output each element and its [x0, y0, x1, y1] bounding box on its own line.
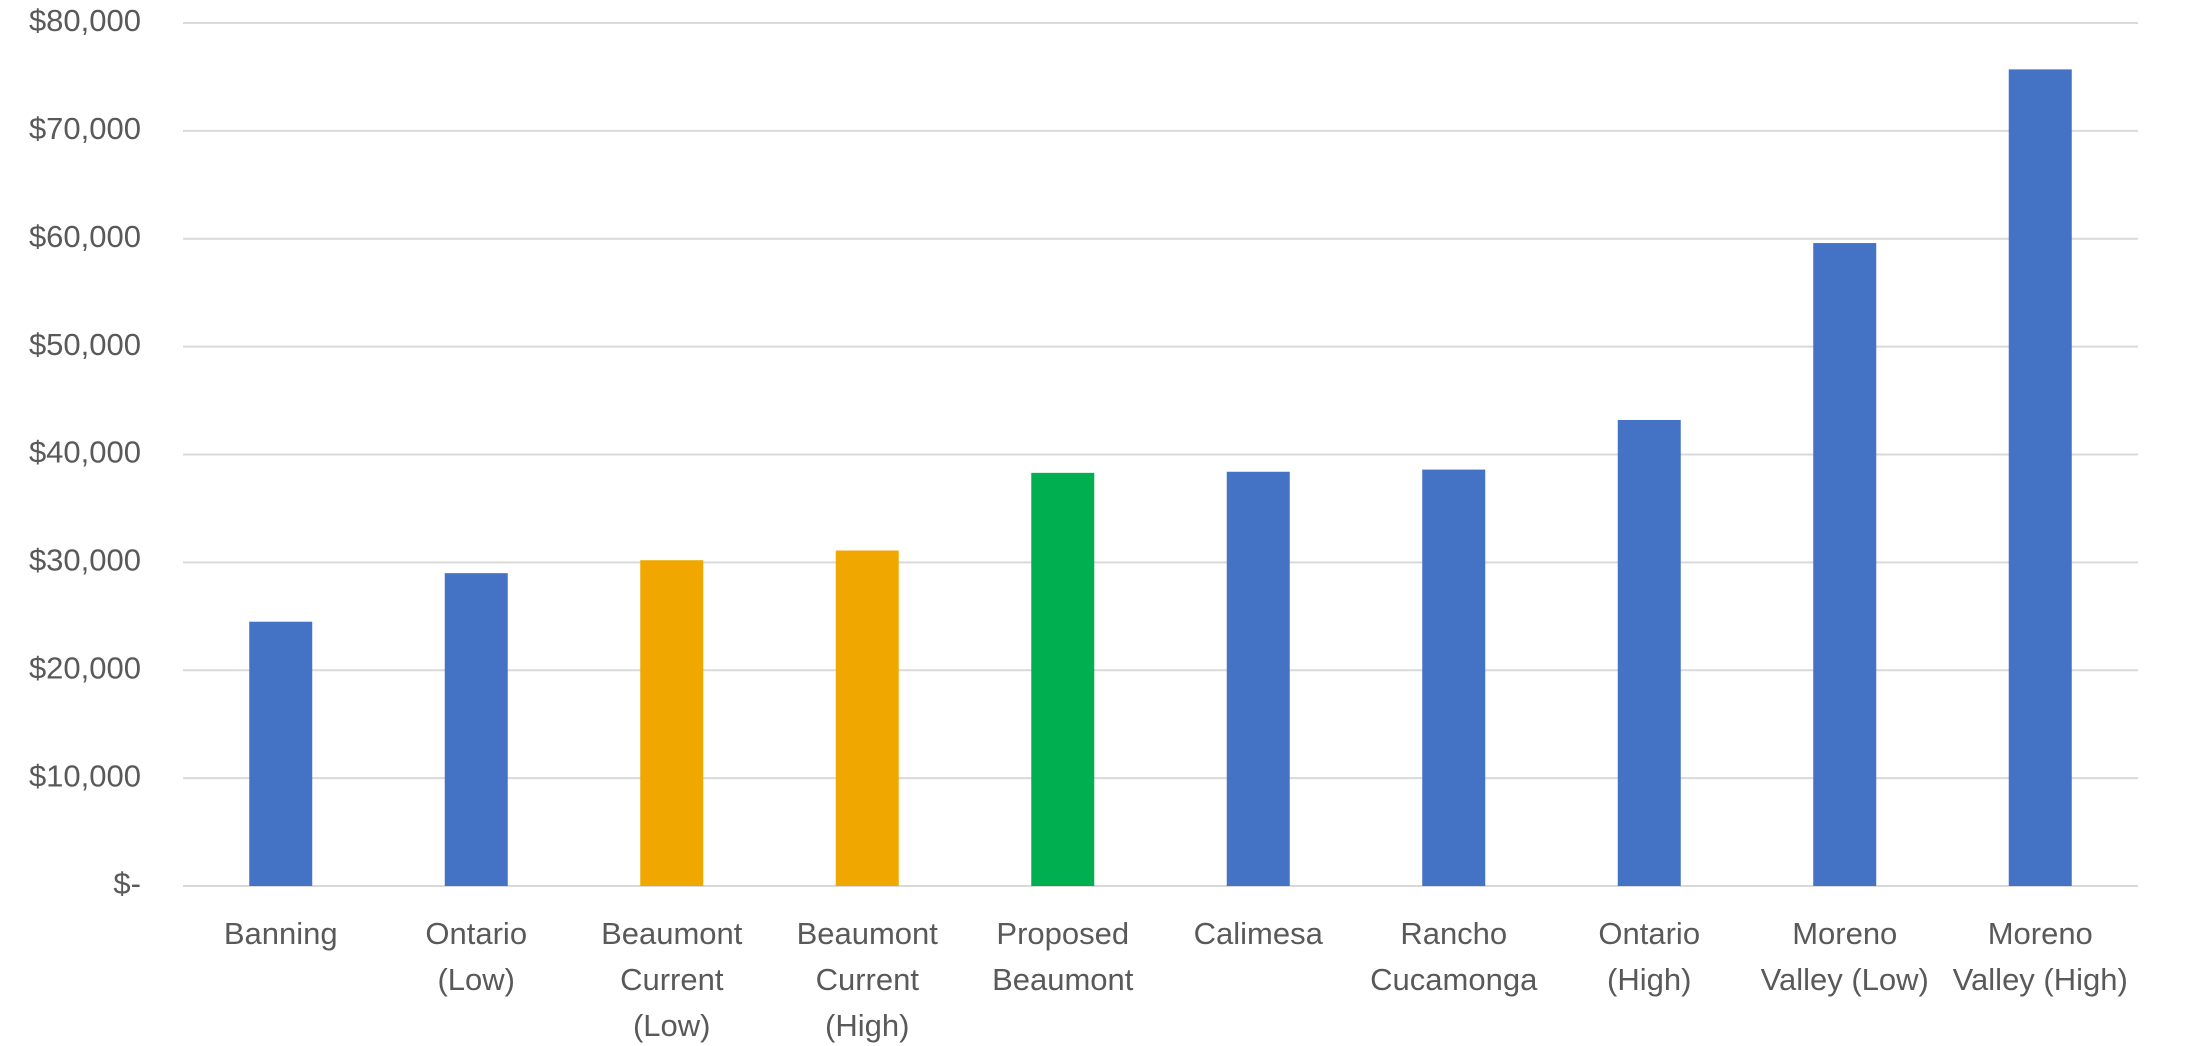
x-category-label: Proposed [996, 916, 1129, 951]
bar [2008, 69, 2072, 887]
bar [444, 573, 508, 886]
y-tick-label: $30,000 [29, 543, 141, 578]
x-category-label: Beaumont [601, 916, 743, 951]
y-tick-label: $10,000 [29, 758, 141, 793]
x-category-label: Current [816, 962, 920, 997]
y-tick-label: $- [113, 866, 141, 901]
x-category-label: Rancho [1400, 916, 1507, 951]
gridlines [183, 22, 2138, 887]
x-category-label: Ontario [1598, 916, 1700, 951]
x-category-label: Current [620, 962, 724, 997]
bar [249, 621, 313, 886]
bar [1031, 472, 1095, 886]
bars [249, 69, 2072, 887]
y-tick-label: $80,000 [29, 3, 141, 38]
x-category-label: Cucamonga [1370, 962, 1538, 997]
x-category-label: Banning [224, 916, 338, 951]
x-category-label: Valley (Low) [1761, 962, 1929, 997]
x-category-label: (High) [825, 1008, 909, 1043]
x-category-label: Moreno [1988, 916, 2093, 951]
x-axis-category-labels: Banning Ontario (Low) Beaumont Current (Low) B… [224, 916, 2128, 1043]
bar [640, 560, 704, 886]
x-category-label: (High) [1607, 962, 1691, 997]
y-tick-label: $70,000 [29, 111, 141, 146]
y-tick-label: $60,000 [29, 219, 141, 254]
x-category-label: Ontario [425, 916, 527, 951]
bar [835, 550, 899, 886]
bar [1226, 471, 1290, 886]
x-category-label: Calimesa [1194, 916, 1324, 951]
bar [1422, 469, 1486, 886]
x-category-label: Beaumont [992, 962, 1134, 997]
y-tick-label: $40,000 [29, 435, 141, 470]
x-category-label: Moreno [1792, 916, 1897, 951]
x-category-label: (Low) [633, 1008, 711, 1043]
x-category-label: Valley (High) [1953, 962, 2128, 997]
bar [1813, 243, 1877, 886]
x-category-label: (Low) [437, 962, 515, 997]
y-tick-label: $20,000 [29, 650, 141, 685]
y-axis-tick-labels: $- $10,000 $20,000 $30,000 $40,000 $50,000 $60… [29, 3, 141, 901]
y-tick-label: $50,000 [29, 327, 141, 362]
x-category-label: Beaumont [797, 916, 939, 951]
bar [1617, 419, 1681, 886]
